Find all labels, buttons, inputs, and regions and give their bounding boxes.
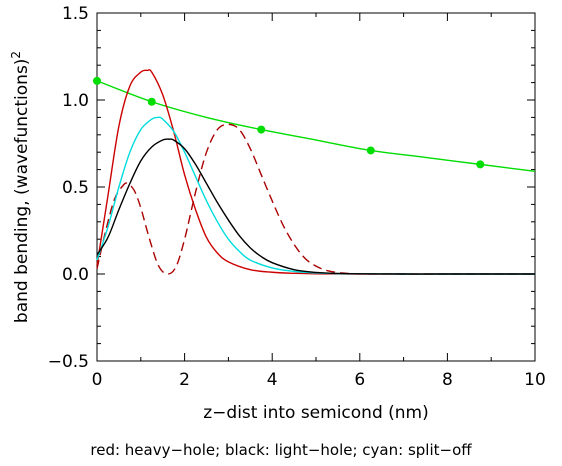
y-tick-label: −0.5 — [48, 352, 89, 372]
y-tick-label: 1.0 — [62, 91, 89, 111]
y-axis-label-text: band bending, (wavefunctions) — [12, 59, 32, 324]
light-hole-line — [96, 138, 535, 275]
chart-caption: red: heavy−hole; black: light−hole; cyan… — [90, 441, 472, 459]
heavy-hole-line — [96, 69, 535, 275]
data-point — [366, 146, 375, 155]
data-point — [257, 125, 266, 134]
data-point — [93, 76, 101, 85]
x-tick-label: 4 — [267, 370, 278, 390]
y-axis-label: band bending, (wavefunctions)2 — [9, 51, 32, 323]
x-axis-label: z−dist into semicond (nm) — [203, 403, 429, 423]
tick-marks — [96, 12, 536, 362]
x-tick-label: 6 — [354, 370, 365, 390]
x-tick-label: 8 — [442, 370, 453, 390]
series-markers — [93, 76, 485, 169]
x-tick-label: 0 — [92, 370, 103, 390]
y-tick-label: 1.5 — [62, 4, 89, 24]
data-point — [476, 160, 485, 169]
plot-frame — [96, 12, 536, 362]
y-tick-label: 0.5 — [62, 178, 89, 198]
y-axis-label-superscript: 2 — [9, 51, 23, 59]
data-point — [147, 97, 156, 106]
y-tick-label: 0.0 — [62, 265, 89, 285]
split-off-line — [96, 116, 535, 275]
x-tick-labels: 0 2 4 6 8 10 — [92, 370, 546, 390]
heavy-hole-dashed-line — [96, 123, 535, 275]
y-tick-labels: −0.5 0.0 0.5 1.0 1.5 — [48, 4, 89, 372]
band-bending-line — [96, 80, 536, 173]
series-lines — [96, 69, 536, 275]
x-tick-label: 2 — [179, 370, 190, 390]
x-tick-label: 10 — [524, 370, 546, 390]
